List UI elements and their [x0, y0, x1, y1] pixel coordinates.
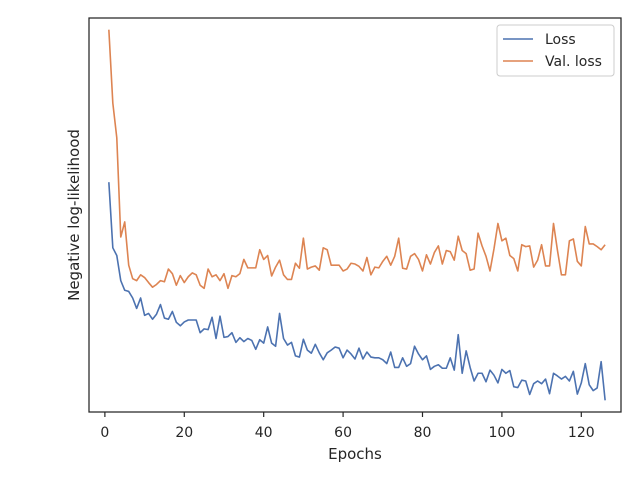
x-axis-ticks: 0 20 40 60 80 100 120 [100, 412, 595, 441]
legend-box [496, 24, 615, 77]
y-axis-label: Negative log-likelihood [65, 129, 83, 301]
x-tick-label: 120 [568, 425, 595, 441]
legend-label-val-loss: Val. loss [545, 54, 602, 70]
x-tick-label: 100 [489, 425, 516, 441]
legend-label-loss: Loss [545, 32, 576, 48]
series-line-loss [108, 182, 606, 401]
series-layer [108, 29, 606, 401]
x-tick-label: 20 [175, 425, 193, 441]
x-axis-label: Epochs [328, 445, 382, 463]
x-tick-label: 80 [414, 425, 432, 441]
x-tick-label: 60 [334, 425, 352, 441]
plot-area [88, 17, 622, 413]
legend: Loss Val. loss [496, 24, 615, 77]
x-tick-label: 0 [100, 425, 109, 441]
x-tick-label: 40 [255, 425, 273, 441]
series-line-val-loss [108, 29, 606, 290]
